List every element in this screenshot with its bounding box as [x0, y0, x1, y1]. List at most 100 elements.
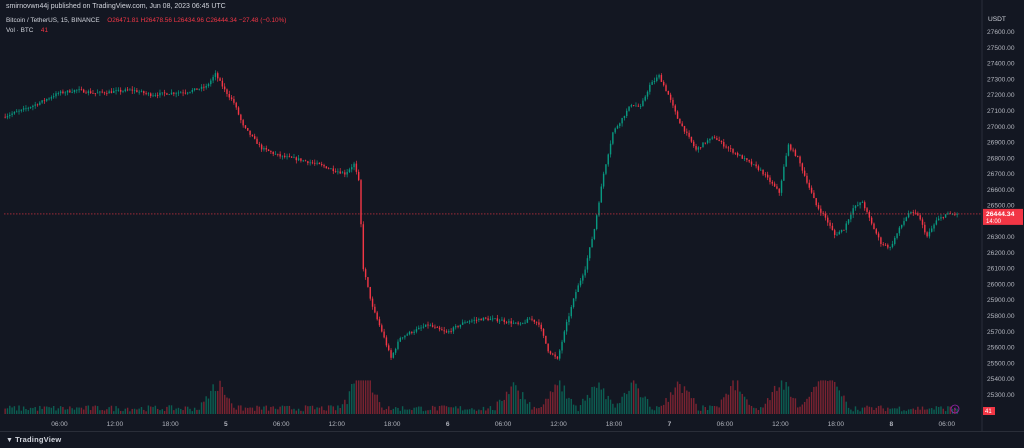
candle-body	[468, 321, 471, 323]
price-tick-label: 26600.00	[987, 187, 1015, 194]
candle-body	[85, 92, 87, 94]
candle-body	[357, 171, 360, 181]
volume-bar	[739, 391, 741, 414]
volume-bar	[632, 380, 635, 414]
volume-bar	[170, 405, 173, 414]
candle-body	[55, 93, 57, 97]
volume-bar	[475, 410, 478, 414]
candle-body	[295, 157, 298, 161]
volume-bar	[628, 390, 630, 414]
candle-body	[161, 92, 163, 94]
candle-body	[549, 351, 552, 354]
high-value: H26478.56	[140, 17, 172, 24]
volume-bar	[746, 399, 748, 414]
candle-body	[662, 81, 665, 86]
volume-bar	[381, 407, 383, 414]
volume-bar	[489, 406, 492, 414]
time-tick-label: 12:00	[328, 421, 345, 428]
volume-bar	[115, 406, 117, 414]
candle-body	[438, 327, 441, 330]
volume-bar	[498, 399, 501, 414]
candle-body	[434, 326, 436, 328]
volume-bar	[411, 410, 413, 414]
candle-body	[344, 172, 346, 175]
volume-bar	[140, 407, 143, 414]
candle-body	[443, 330, 445, 332]
candle-body	[778, 188, 780, 193]
bar-countdown: 14:00	[986, 219, 1002, 225]
time-tick-label: 18:00	[162, 421, 179, 428]
candle-body	[332, 168, 334, 172]
candle-body	[401, 337, 404, 339]
candle-body	[106, 93, 108, 94]
volume-bar	[836, 386, 838, 414]
volume-bar	[538, 408, 540, 414]
candle-body	[147, 93, 150, 95]
volume-bar	[108, 407, 110, 414]
volume-bar	[177, 407, 180, 414]
volume-bar	[198, 409, 200, 414]
candle-body	[237, 107, 240, 115]
candle-body	[83, 89, 85, 93]
volume-bar	[575, 405, 577, 414]
candle-body	[404, 335, 406, 338]
candle-body	[214, 73, 217, 77]
price-tick-label: 25300.00	[987, 392, 1015, 399]
volume-bar	[827, 381, 829, 414]
candle-body	[656, 77, 658, 81]
candle-body	[20, 109, 23, 111]
volume-bar	[785, 382, 787, 414]
volume-bar	[251, 407, 254, 414]
volume-bar	[119, 410, 122, 414]
candle-body	[279, 154, 281, 157]
event-lightning-icon[interactable]	[950, 404, 960, 414]
candle-body	[156, 95, 159, 96]
candle-body	[198, 88, 200, 90]
candle-body	[177, 92, 180, 94]
volume-bar	[510, 386, 512, 414]
price-tick-label: 26100.00	[987, 266, 1015, 273]
candle-body	[325, 166, 328, 169]
candle-body	[69, 90, 71, 93]
candle-body	[378, 319, 381, 326]
candle-body	[390, 350, 392, 358]
candle-body	[226, 89, 228, 94]
volume-bar	[903, 410, 905, 414]
candle-body	[639, 106, 642, 107]
candle-body	[503, 319, 505, 322]
volume-bar	[441, 405, 443, 414]
candle-body	[48, 98, 50, 100]
ohlc-row: Bitcoin / TetherUS, 15, BINANCE O26471.8…	[6, 16, 286, 26]
volume-bar	[334, 410, 337, 414]
volume-bar	[253, 410, 256, 414]
volume-bar	[702, 405, 704, 414]
candle-body	[154, 95, 157, 96]
volume-bar	[36, 410, 39, 414]
candle-body	[621, 117, 623, 124]
candle-body	[25, 108, 27, 110]
candle-body	[607, 154, 609, 165]
volume-bar	[559, 380, 561, 414]
candle-body	[699, 147, 702, 149]
tradingview-logo[interactable]: ▼ TradingView	[6, 435, 61, 444]
volume-bar	[318, 407, 321, 414]
volume-bar	[62, 407, 64, 414]
volume-bar	[873, 410, 875, 414]
candle-body	[314, 162, 316, 164]
volume-bar	[166, 406, 168, 414]
candle-body	[101, 91, 103, 93]
volume-bar	[143, 409, 145, 414]
volume-bar	[665, 398, 667, 414]
candle-body	[711, 137, 713, 139]
volume-bar	[11, 407, 13, 414]
candle-body	[928, 231, 931, 237]
candle-body	[420, 327, 422, 329]
price-tick-label: 26200.00	[987, 250, 1015, 257]
volume-bar	[896, 408, 898, 414]
time-axis-ticks: 06:00 12:00 18:00 5 06:00 12:00 18:00 6 06:00 12:…	[51, 421, 955, 428]
volume-bar	[639, 397, 642, 414]
volume-bar	[487, 408, 489, 414]
volume-bar	[686, 390, 688, 414]
volume-bar	[568, 397, 570, 414]
